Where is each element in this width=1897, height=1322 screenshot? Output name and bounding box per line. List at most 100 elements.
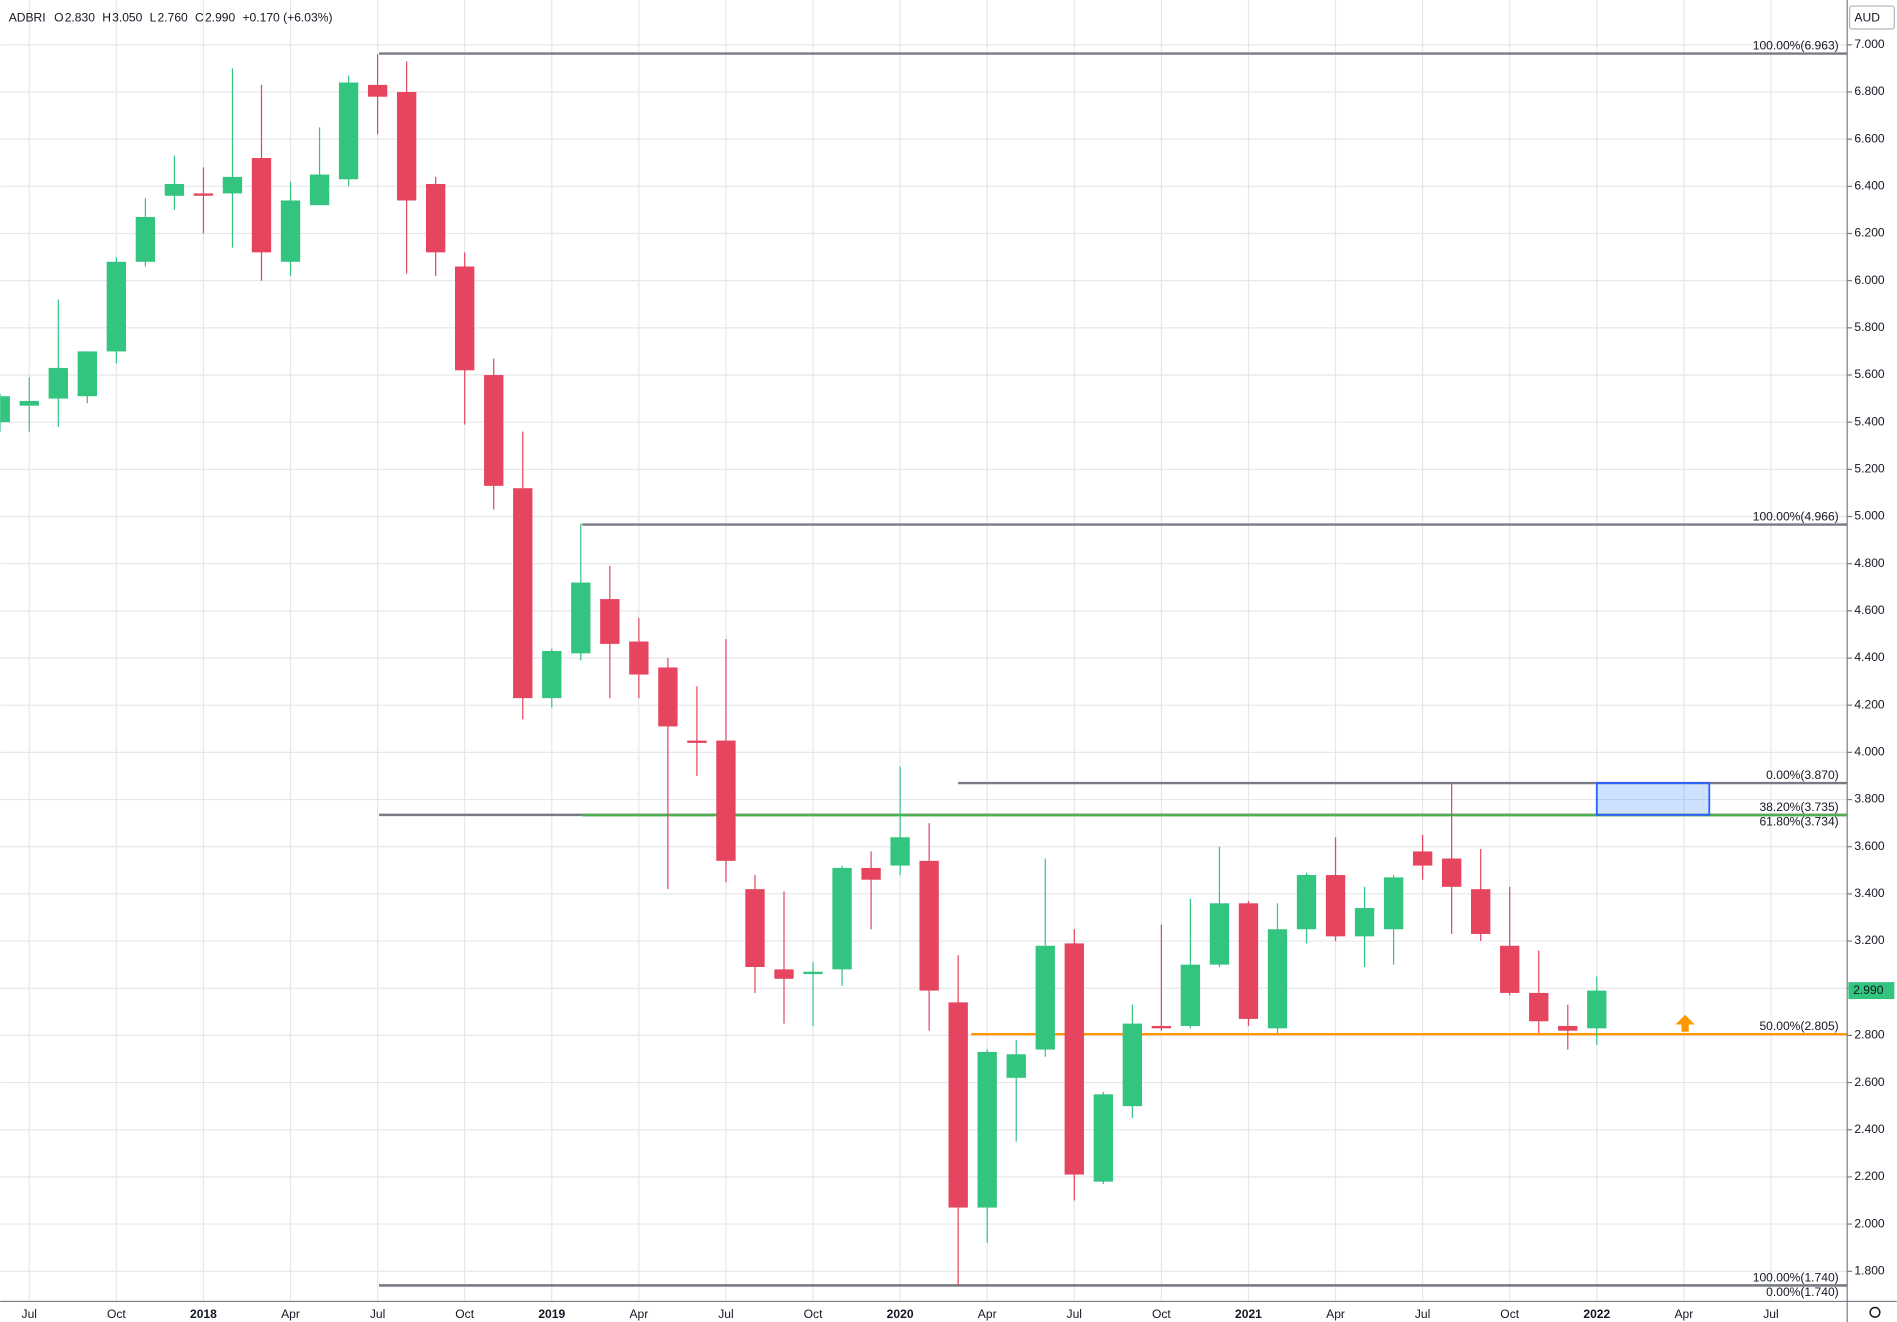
y-tick-label: 2.400 [1854, 1122, 1885, 1136]
candle-body [1093, 1094, 1113, 1182]
target-zone [1595, 782, 1711, 816]
fib-label: 0.00%(3.870) [1766, 768, 1839, 782]
x-tick-label: Apr [1326, 1307, 1345, 1321]
y-tick-label: 2.600 [1854, 1075, 1885, 1089]
ohlc-key: L [150, 10, 157, 24]
candle-body [542, 650, 562, 699]
candle-body [1006, 1054, 1026, 1078]
candle-body [1064, 943, 1084, 1175]
ohlc-value: 3.050 [112, 10, 143, 24]
candle-body [1296, 875, 1317, 930]
candle-body [280, 200, 301, 262]
candle-body [513, 488, 533, 699]
y-tick-label: 5.200 [1854, 462, 1885, 476]
candle-body [367, 84, 388, 97]
candle-body [77, 351, 98, 397]
y-tick-label: 6.600 [1854, 131, 1885, 145]
y-tick-label: 4.600 [1854, 603, 1885, 617]
y-tick-label: 4.000 [1854, 745, 1885, 759]
candle-body [193, 193, 214, 196]
y-tick-label: 6.800 [1854, 84, 1885, 98]
candle-body [1354, 908, 1375, 937]
candle-body [425, 183, 446, 253]
y-tick-label: 3.600 [1854, 839, 1885, 853]
candle-body [977, 1051, 997, 1208]
candle-body [0, 396, 10, 423]
currency: AUD [1854, 10, 1880, 24]
fib-label: 100.00%(4.966) [1753, 509, 1839, 523]
axes: 1.8002.0002.2002.4002.6002.8003.0003.200… [22, 37, 1895, 1321]
y-tick-label: 3.200 [1854, 933, 1885, 947]
y-tick-label: 4.800 [1854, 556, 1885, 570]
x-tick-label: Apr [1674, 1307, 1693, 1321]
candle-body [629, 641, 649, 675]
y-tick-label: 5.800 [1854, 320, 1885, 334]
x-tick-label: Jul [370, 1307, 385, 1321]
candle-body [455, 266, 475, 371]
y-tick-label: 7.000 [1854, 37, 1885, 51]
candle-body [658, 667, 678, 727]
y-tick-label: 2.000 [1854, 1216, 1885, 1230]
candle-body [396, 91, 417, 201]
candle-body [919, 860, 939, 991]
candle-body [687, 740, 707, 743]
candle-body [1529, 992, 1549, 1022]
candle-body [948, 1002, 968, 1208]
candle-body [19, 400, 39, 406]
candle-body [106, 261, 127, 352]
y-tick-label: 5.600 [1854, 367, 1885, 381]
candle-body [48, 367, 68, 399]
x-tick-label: Jul [718, 1307, 733, 1321]
candle-body [1500, 945, 1520, 993]
candle-body [600, 599, 620, 644]
legend-header: ADBRI O 2.830 H 3.050 L 2.760 C 2.990 +0.170 (+6.… [9, 10, 333, 24]
x-tick-label: Jul [1067, 1307, 1082, 1321]
candle-body [745, 889, 765, 967]
candle-body [861, 867, 881, 880]
ohlc-key: H [102, 10, 111, 24]
candle-body [251, 158, 272, 253]
y-tick-label: 6.000 [1854, 273, 1885, 287]
candle-body [164, 183, 185, 196]
currency-button[interactable] [1848, 5, 1895, 30]
x-tick-label: Oct [804, 1307, 823, 1321]
candle-body [1238, 903, 1259, 1019]
candle-body [1441, 858, 1462, 887]
candle-body [571, 582, 591, 654]
ohlc-value: 2.990 [205, 10, 236, 24]
candle-body [1558, 1025, 1578, 1031]
fib-label: 100.00%(6.963) [1753, 38, 1839, 52]
candle-body [1122, 1023, 1143, 1107]
candle-body [1471, 889, 1491, 934]
ohlc-key: O [54, 10, 63, 24]
x-tick-label: 2022 [1583, 1307, 1610, 1321]
ohlc-value: 2.830 [65, 10, 96, 24]
candle-body [803, 971, 823, 975]
y-tick-label: 6.400 [1854, 179, 1885, 193]
x-tick-label: Apr [629, 1307, 648, 1321]
fib-label: 0.00%(1.740) [1766, 1285, 1839, 1299]
x-tick-label: Jul [1763, 1307, 1778, 1321]
x-tick-label: 2021 [1235, 1307, 1262, 1321]
candle-body [338, 82, 359, 180]
last-price-label: 2.990 [1853, 983, 1884, 997]
fib-levels: 100.00%(6.963) 100.00%(4.966) 0.00%(3.870)… [379, 38, 1848, 1299]
candle-body [1209, 903, 1230, 965]
change: +0.170 (+6.03%) [242, 10, 332, 24]
candle-body [222, 176, 243, 194]
y-tick-label: 5.400 [1854, 414, 1885, 428]
grid [0, 0, 1848, 1302]
x-tick-label: Oct [107, 1307, 126, 1321]
x-tick-label: Jul [22, 1307, 37, 1321]
y-tick-label: 5.000 [1854, 509, 1885, 523]
x-tick-label: Apr [978, 1307, 997, 1321]
candle-body [1267, 929, 1288, 1029]
ohlc-key: C [195, 10, 204, 24]
y-tick-label: 3.400 [1854, 886, 1885, 900]
settings-icon[interactable] [1869, 1306, 1881, 1318]
candle-body [1151, 1025, 1172, 1029]
candle-body [1180, 964, 1201, 1026]
symbol: ADBRI [9, 10, 46, 24]
x-tick-label: Oct [1152, 1307, 1171, 1321]
